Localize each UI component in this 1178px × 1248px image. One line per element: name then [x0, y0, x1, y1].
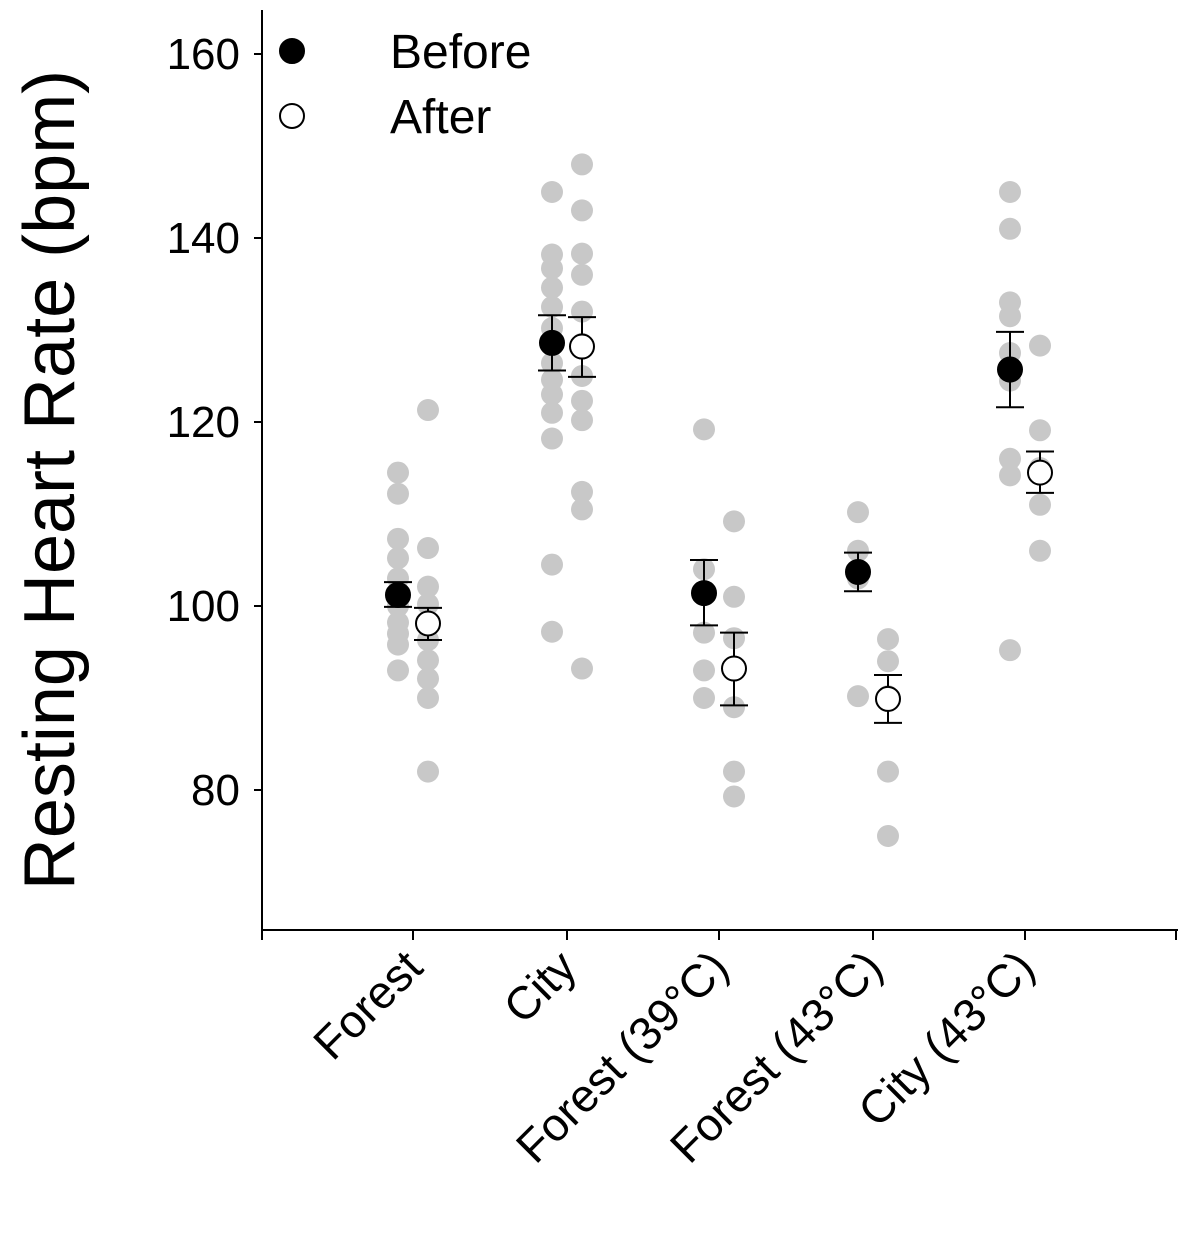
- individual-point-after: [417, 667, 439, 690]
- individual-point-after: [571, 389, 593, 412]
- legend: Before After: [279, 26, 531, 144]
- individual-point-after: [1029, 539, 1051, 562]
- mean-marker-before: [691, 580, 717, 607]
- individual-point-after: [417, 399, 439, 422]
- legend-before-marker: [279, 38, 305, 64]
- individual-point-before: [999, 181, 1021, 203]
- individual-point-after: [571, 199, 593, 222]
- individual-point-before: [541, 620, 563, 643]
- y-tick-label: 140: [167, 214, 240, 263]
- error-bars: [384, 314, 1054, 724]
- mean-marker-before: [997, 356, 1023, 383]
- mean-marker-after: [721, 655, 747, 682]
- individual-point-before: [541, 276, 563, 299]
- mean-marker-before: [539, 329, 565, 356]
- individual-point-after: [877, 825, 899, 847]
- individual-point-before: [387, 547, 409, 570]
- individual-point-after: [417, 537, 439, 560]
- individual-point-before: [541, 257, 563, 280]
- mean-marker-after: [875, 685, 901, 712]
- mean-markers: [385, 329, 1053, 712]
- individual-point-before: [387, 659, 409, 682]
- mean-marker-after: [569, 333, 595, 360]
- individual-point-after: [571, 480, 593, 503]
- legend-before-label: Before: [390, 26, 531, 79]
- individual-point-after: [723, 785, 745, 808]
- mean-marker-before: [845, 558, 871, 585]
- x-category-label: Forest: [303, 940, 432, 1069]
- individual-point-before: [999, 464, 1021, 487]
- individual-point-before: [999, 447, 1021, 470]
- legend-after-label: After: [390, 91, 491, 144]
- individual-point-after: [877, 650, 899, 673]
- mean-marker-after: [1027, 459, 1053, 486]
- individual-point-after: [571, 657, 593, 680]
- x-category-label: City: [493, 940, 586, 1033]
- individual-point-after: [571, 263, 593, 286]
- individual-point-after: [417, 593, 439, 616]
- individual-point-after: [877, 628, 899, 651]
- individual-point-after: [723, 696, 745, 719]
- y-tick-label: 80: [191, 766, 240, 815]
- individual-point-before: [999, 217, 1021, 240]
- individual-point-before: [693, 621, 715, 644]
- individual-point-before: [541, 181, 563, 203]
- individual-point-before: [541, 553, 563, 576]
- individual-point-after: [877, 760, 899, 783]
- individual-point-before: [387, 461, 409, 484]
- y-tick-label: 120: [167, 398, 240, 447]
- individual-point-after: [1029, 493, 1051, 516]
- individual-point-before: [693, 418, 715, 441]
- legend-after-marker: [279, 103, 305, 129]
- individual-point-after: [571, 153, 593, 176]
- individual-point-before: [847, 539, 869, 562]
- mean-marker-after: [415, 610, 441, 637]
- individual-point-after: [723, 760, 745, 783]
- individual-point-before: [999, 639, 1021, 662]
- individual-point-before: [387, 633, 409, 656]
- individual-point-before: [387, 482, 409, 505]
- individual-point-after: [1029, 334, 1051, 357]
- y-axis-label: Resting Heart Rate (bpm): [10, 70, 90, 890]
- individual-point-after: [571, 409, 593, 432]
- individual-point-after: [571, 498, 593, 521]
- mean-marker-before: [385, 581, 411, 608]
- individual-point-before: [541, 296, 563, 318]
- y-tick-label: 100: [167, 582, 240, 631]
- y-tick-label: 160: [167, 30, 240, 79]
- individual-point-before: [541, 383, 563, 406]
- individual-point-after: [1029, 419, 1051, 442]
- individual-point-after: [417, 649, 439, 672]
- individual-point-after: [417, 687, 439, 709]
- individual-point-before: [847, 501, 869, 524]
- individual-point-before: [693, 659, 715, 682]
- individual-point-after: [417, 575, 439, 598]
- individual-point-before: [999, 305, 1021, 328]
- y-ticks: 80 100 120 140 160: [167, 30, 262, 815]
- individual-point-before: [387, 527, 409, 550]
- individual-point-after: [723, 510, 745, 533]
- individual-point-before: [541, 427, 563, 450]
- individual-point-after: [571, 242, 593, 265]
- individual-point-after: [723, 585, 745, 608]
- individual-point-before: [541, 401, 563, 424]
- individual-point-before: [693, 687, 715, 709]
- individual-point-after: [417, 760, 439, 783]
- individual-points: [387, 153, 1051, 847]
- individual-point-before: [847, 685, 869, 708]
